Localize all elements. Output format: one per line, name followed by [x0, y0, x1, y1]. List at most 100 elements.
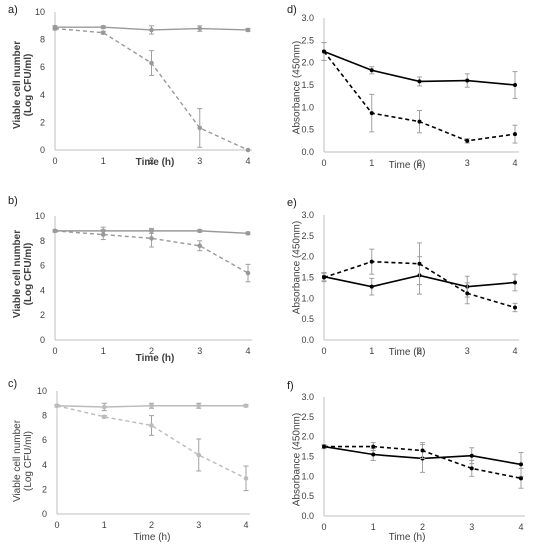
- panel-e: e) Absorbance (450nm) Time (h) 0.0 0.5 1.0…: [269, 185, 538, 370]
- x-tick-label: 4: [512, 346, 517, 356]
- y-tick-label: 1.5: [301, 80, 314, 90]
- y-tick-label: 0.5: [301, 125, 314, 135]
- data-point: [245, 27, 251, 33]
- y-tick-label: 0.5: [301, 491, 314, 501]
- x-tick-label: 2: [149, 156, 154, 166]
- data-point: [417, 79, 422, 84]
- data-point: [245, 147, 251, 153]
- panel-f: f) Absorbance (450nm) Time (h) 0.0 0.5 1.0…: [269, 370, 538, 550]
- y-tick-label: 8: [40, 35, 45, 45]
- data-point: [149, 403, 154, 409]
- data-point: [469, 466, 474, 471]
- y-tick-label: 3.0: [301, 210, 314, 220]
- data-point: [513, 132, 517, 137]
- y-tick-label: 2.0: [301, 252, 314, 262]
- y-tick-label: 6: [40, 261, 45, 271]
- y-tick-label: 2.5: [301, 412, 314, 422]
- y-tick-label: 0.0: [301, 335, 314, 345]
- x-axis-title: Time (h): [133, 532, 171, 543]
- data-point: [197, 26, 203, 31]
- data-point: [149, 423, 154, 428]
- y-tick-label: 0: [42, 509, 47, 519]
- x-tick-label: 2: [149, 346, 154, 356]
- x-tick-label: 3: [465, 158, 470, 168]
- x-tick-label: 3: [197, 346, 202, 356]
- x-tick-label: 1: [101, 346, 106, 356]
- x-tick-label: 0: [52, 346, 57, 356]
- y-tick-label: 10: [37, 386, 47, 396]
- data-point: [54, 403, 60, 409]
- x-tick-label: 0: [54, 520, 59, 530]
- data-point: [243, 476, 249, 481]
- data-point: [197, 228, 203, 234]
- data-point: [101, 414, 107, 420]
- chart-plot-area: 0 2 4 6 8 10 0 1 2 3 4: [35, 7, 252, 166]
- data-point: [371, 452, 376, 457]
- x-tick-label: 0: [52, 156, 57, 166]
- y-tick-label: 10: [35, 211, 45, 221]
- x-tick-label: 2: [149, 520, 154, 530]
- data-point: [322, 275, 326, 280]
- chart-plot-area: 0.0 0.5 1.0 1.5 2.0 2.5 3.0 0 1 2 3 4: [301, 13, 519, 168]
- data-point: [245, 231, 251, 236]
- y-tick-label: 1.0: [301, 293, 314, 303]
- panel-label: d): [287, 4, 297, 16]
- x-tick-label: 3: [197, 156, 202, 166]
- data-point: [197, 125, 203, 131]
- x-tick-label: 4: [245, 156, 250, 166]
- x-tick-label: 4: [512, 158, 517, 168]
- x-tick-label: 1: [369, 158, 374, 168]
- data-point: [149, 27, 154, 33]
- x-tick-label: 2: [417, 158, 422, 168]
- data-point: [196, 452, 202, 458]
- data-point: [369, 259, 374, 264]
- data-point: [369, 284, 374, 289]
- data-point: [371, 444, 376, 449]
- y-tick-label: 1.0: [301, 471, 314, 481]
- data-point: [100, 24, 106, 30]
- data-point: [469, 453, 474, 458]
- x-axis-title: Time (h): [388, 160, 426, 171]
- x-tick-label: 0: [321, 522, 326, 532]
- x-tick-label: 1: [369, 346, 374, 356]
- data-point: [52, 26, 58, 31]
- data-point: [519, 462, 523, 467]
- x-axis-title: Time (h): [388, 532, 426, 543]
- y-tick-label: 2.5: [301, 35, 314, 45]
- data-point: [420, 448, 425, 453]
- x-tick-label: 4: [245, 346, 250, 356]
- x-tick-label: 3: [469, 522, 474, 532]
- data-point: [369, 111, 374, 116]
- y-tick-label: 1.5: [301, 273, 314, 283]
- panel-b: b) Viable cell number (Log CFU/ml) Time …: [0, 185, 269, 370]
- panel-c: c) Viable cell number (Log CFU/ml) Time …: [0, 370, 269, 550]
- y-tick-label: 4: [40, 90, 45, 100]
- y-tick-label: 0: [40, 145, 45, 155]
- panel-a: a) Viable cell number (Log CFU/ml) Time …: [0, 0, 269, 185]
- chart-plot-area: 0.0 0.5 1.0 1.5 2.0 2.5 3.0 0 1 2 3 4: [301, 392, 525, 532]
- data-point: [245, 270, 251, 276]
- y-tick-label: 1.5: [301, 452, 314, 462]
- data-point: [465, 78, 470, 83]
- y-tick-label: 4: [42, 460, 47, 470]
- y-tick-label: 2: [40, 117, 45, 127]
- y-tick-label: 6: [42, 435, 47, 445]
- panel-label: a): [8, 4, 18, 16]
- y-tick-label: 6: [40, 62, 45, 72]
- y-tick-label: 2: [40, 310, 45, 320]
- x-tick-label: 1: [102, 520, 107, 530]
- panel-label: e): [287, 197, 297, 209]
- data-point: [52, 228, 58, 234]
- y-tick-label: 10: [35, 7, 45, 17]
- x-tick-label: 4: [243, 520, 248, 530]
- y-tick-label: 8: [40, 236, 45, 246]
- data-point: [369, 68, 374, 73]
- x-tick-label: 2: [417, 346, 422, 356]
- x-tick-label: 0: [321, 158, 326, 168]
- chart-plot-area: 0.0 0.5 1.0 1.5 2.0 2.5 3.0 0 1 2 3 4: [301, 210, 519, 356]
- data-point: [519, 476, 523, 481]
- x-axis-title: Time (h): [135, 157, 175, 168]
- y-tick-label: 3.0: [301, 392, 314, 402]
- x-tick-label: 3: [196, 520, 201, 530]
